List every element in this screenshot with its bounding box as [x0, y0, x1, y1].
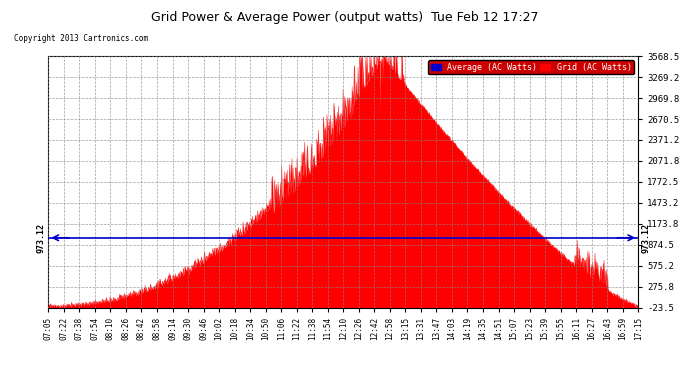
- Text: Grid Power & Average Power (output watts)  Tue Feb 12 17:27: Grid Power & Average Power (output watts…: [151, 11, 539, 24]
- Text: 973.12: 973.12: [36, 223, 46, 253]
- Text: 973.12: 973.12: [641, 223, 651, 253]
- Text: Copyright 2013 Cartronics.com: Copyright 2013 Cartronics.com: [14, 34, 148, 43]
- Legend: Average (AC Watts), Grid (AC Watts): Average (AC Watts), Grid (AC Watts): [428, 60, 634, 74]
